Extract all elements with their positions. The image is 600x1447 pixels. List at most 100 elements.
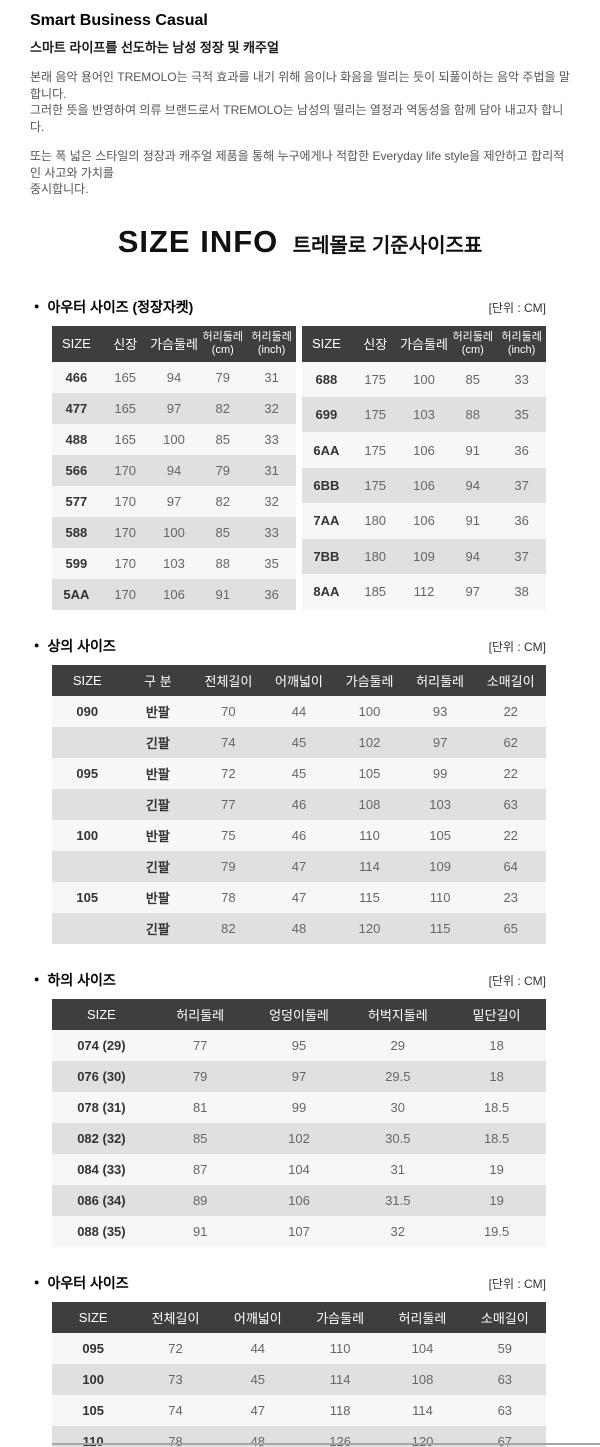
table-cell: 7AA [302,503,351,539]
table-cell: 22 [475,819,546,851]
table-cell: 93 [404,695,476,727]
table-cell: 긴팔 [122,912,194,944]
table-cell: 165 [100,423,150,455]
column-header: SIZE [52,325,101,362]
column-header: 가슴둘레 [298,1301,382,1333]
table-cell: 45 [216,1363,299,1395]
table-cell: 115 [404,912,476,944]
column-header: 가슴둘레 [334,664,405,696]
table-cell: 29 [348,1029,448,1061]
table-cell: 74 [134,1394,217,1426]
table-cell: 566 [52,454,101,486]
bottom-divider [52,1443,600,1445]
table-cell: 102 [249,1122,349,1154]
table-cell: 59 [463,1332,546,1364]
brand-subtitle: 스마트 라이프를 선도하는 남성 정장 및 캐주얼 [30,40,279,55]
table-row: 699 175 103 88 35 [302,396,546,433]
section-head: ● 아우터 사이즈 [단위 : CM] [34,1273,546,1293]
table-cell: 97 [448,574,498,610]
table-body: 095 72 44 110 104 59 100 73 45 114 108 63 105 74 47 118… [52,1332,546,1447]
table-cell: 35 [497,396,546,433]
table-cell: 180 [350,538,400,575]
header-row: SIZE 구 분 전체길이 어깨넓이 가슴둘레 허리둘레 소매길이 [52,664,546,696]
table-row: 110 78 48 126 120 67 [52,1425,546,1447]
table-cell: 103 [149,547,199,579]
table-cell: 긴팔 [122,788,194,820]
table-cell: 106 [149,578,199,610]
unit-label: [단위 : CM] [488,1276,546,1291]
table-row: 488 165 100 85 33 [52,423,296,455]
bullet-icon: ● [34,301,40,311]
table-cell: 076 (30) [52,1060,151,1092]
table-cell: 46 [263,819,335,851]
size-section-1: ● 상의 사이즈 [단위 : CM] SIZE 구 분 전체길이 어깨넓이 가슴둘레 허리둘레 소… [34,636,546,944]
table-cell: 85 [448,361,498,397]
table-cell: 31 [247,361,296,393]
table-cell: 37 [497,538,546,575]
table-cell: 104 [249,1153,349,1185]
table-row: 5AA 170 106 91 36 [52,578,296,610]
table-cell: 반팔 [122,881,194,913]
table-cell: 100 [149,423,199,455]
column-header: 전체길이 [134,1301,217,1333]
column-header: 신장 [350,325,400,362]
table-cell: 18 [447,1029,546,1061]
table-cell: 22 [475,695,546,727]
table-cell: 074 (29) [52,1029,151,1061]
table-cell: 095 [52,757,123,789]
table-cell: 107 [249,1215,349,1247]
table-cell: 108 [381,1363,464,1395]
column-header: 어깨넓이 [263,664,335,696]
table-cell: 18.5 [447,1122,546,1154]
column-header: 전체길이 [193,664,264,696]
intro-block: Smart Business Casual 스마트 라이프를 선도하는 남성 정… [0,0,600,198]
table-cell: 175 [350,467,400,504]
table-cell: 170 [100,578,150,610]
table-cell: 170 [100,547,150,579]
table-cell: 85 [150,1122,250,1154]
table-head: SIZE 허리둘레 엉덩이둘레 허벅지둘레 밑단길이 [52,998,546,1030]
table-cell: 82 [198,392,248,424]
table-row: 긴팔 74 45 102 97 62 [52,726,546,758]
table-row: 090 반팔 70 44 100 93 22 [52,695,546,727]
size-section-3: ● 아우터 사이즈 [단위 : CM] SIZE 전체길이 어깨넓이 가슴둘레 허리둘레 소매길… [34,1273,546,1447]
table-cell: 588 [52,516,101,548]
size-table-1-0: SIZE 구 분 전체길이 어깨넓이 가슴둘레 허리둘레 소매길이 090 반팔 70 44 100 9… [52,664,546,944]
table-cell: 88 [448,396,498,433]
section-title: 아우터 사이즈 (정장자켓) [47,298,194,315]
table-cell: 72 [134,1332,217,1364]
table-cell: 87 [150,1153,250,1185]
table-head: SIZE 구 분 전체길이 어깨넓이 가슴둘레 허리둘레 소매길이 [52,664,546,696]
table-cell: 105 [404,819,476,851]
table-cell: 79 [198,361,248,393]
table-row: 100 반팔 75 46 110 105 22 [52,819,546,851]
table-cell [52,850,123,882]
table-cell: 65 [475,912,546,944]
table-cell: 44 [263,695,335,727]
table-cell [52,726,123,758]
table-cell: 18.5 [447,1091,546,1123]
table-cell: 170 [100,454,150,486]
table-cell: 긴팔 [122,726,194,758]
table-cell: 95 [249,1029,349,1061]
table-cell: 94 [149,361,199,393]
size-info-title-ko: 트레몰로 기준사이즈표 [292,234,483,257]
table-cell: 81 [150,1091,250,1123]
table-row: 577 170 97 82 32 [52,485,296,517]
size-sections-container: ● 아우터 사이즈 (정장자켓) [단위 : CM] SIZE 신장 가슴둘레 허리둘레 (… [0,297,600,1447]
table-row: 599 170 103 88 35 [52,547,296,579]
table-cell: 105 [52,1394,135,1426]
table-cell: 63 [463,1394,546,1426]
table-cell: 109 [399,538,449,575]
table-cell: 108 [334,788,405,820]
table-row: 466 165 94 79 31 [52,361,296,393]
table-cell: 64 [475,850,546,882]
bullet-icon: ● [34,1277,40,1287]
table-cell: 91 [150,1215,250,1247]
table-cell: 110 [404,881,476,913]
size-table-0-1: SIZE 신장 가슴둘레 허리둘레 (cm) 허리둘레 (inch) 688 175 100 8… [302,325,546,610]
table-cell: 89 [150,1184,250,1216]
table-cell: 488 [52,423,101,455]
table-row: 105 74 47 118 114 63 [52,1394,546,1426]
table-cell: 100 [52,819,123,851]
